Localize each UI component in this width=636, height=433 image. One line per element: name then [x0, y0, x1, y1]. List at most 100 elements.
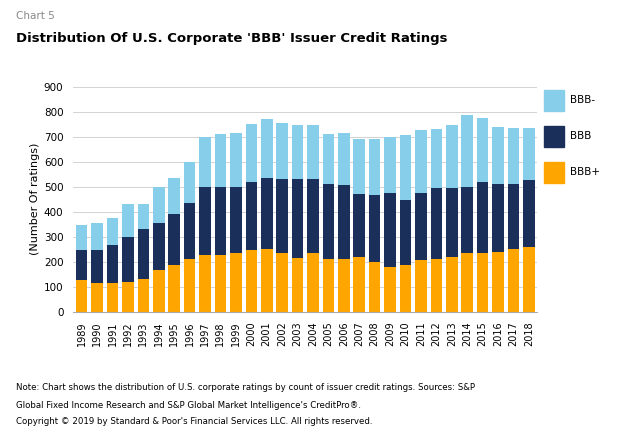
Bar — [261, 178, 272, 249]
Bar — [91, 223, 103, 250]
Bar — [292, 126, 303, 179]
Bar — [354, 139, 365, 194]
Bar — [169, 265, 180, 312]
Bar — [292, 179, 303, 258]
Text: Copyright © 2019 by Standard & Poor's Financial Services LLC. All rights reserve: Copyright © 2019 by Standard & Poor's Fi… — [16, 417, 373, 426]
Bar — [277, 123, 288, 179]
Bar — [137, 204, 149, 229]
Bar — [153, 187, 165, 223]
Bar — [322, 259, 334, 312]
Bar — [215, 134, 226, 187]
Bar — [492, 184, 504, 252]
Y-axis label: (Number Of ratings): (Number Of ratings) — [30, 143, 39, 255]
Text: BBB: BBB — [570, 131, 591, 141]
Text: Chart 5: Chart 5 — [16, 11, 55, 21]
Bar — [153, 271, 165, 312]
Bar — [431, 188, 442, 259]
Bar — [169, 178, 180, 214]
Bar — [261, 249, 272, 312]
Bar — [477, 118, 488, 182]
Bar — [215, 255, 226, 312]
Text: Distribution Of U.S. Corporate 'BBB' Issuer Credit Ratings: Distribution Of U.S. Corporate 'BBB' Iss… — [16, 32, 447, 45]
Bar — [277, 179, 288, 253]
Bar — [400, 200, 411, 265]
Bar — [544, 126, 565, 147]
Bar — [369, 195, 380, 262]
Bar — [462, 187, 473, 253]
Bar — [354, 257, 365, 312]
Bar — [245, 182, 257, 250]
Bar — [137, 229, 149, 279]
Bar — [107, 283, 118, 312]
Bar — [523, 247, 535, 312]
Bar — [230, 187, 242, 253]
Bar — [76, 250, 87, 281]
Text: BBB+: BBB+ — [570, 167, 600, 177]
Text: Note: Chart shows the distribution of U.S. corporate ratings by count of issuer : Note: Chart shows the distribution of U.… — [16, 383, 475, 392]
Bar — [122, 237, 134, 282]
Bar — [322, 184, 334, 259]
Bar — [307, 126, 319, 179]
Bar — [492, 252, 504, 312]
Bar — [446, 188, 457, 257]
Bar — [261, 119, 272, 178]
Bar — [76, 281, 87, 312]
Bar — [199, 187, 211, 255]
Bar — [245, 124, 257, 182]
Bar — [523, 128, 535, 181]
Bar — [384, 137, 396, 193]
Bar — [446, 257, 457, 312]
Bar — [292, 258, 303, 312]
Bar — [199, 137, 211, 187]
Bar — [508, 184, 520, 249]
Bar — [384, 193, 396, 267]
Bar — [199, 255, 211, 312]
Bar — [169, 214, 180, 265]
Bar — [184, 162, 195, 203]
Bar — [184, 259, 195, 312]
Bar — [384, 267, 396, 312]
Bar — [544, 162, 565, 184]
Bar — [230, 253, 242, 312]
Bar — [431, 259, 442, 312]
Bar — [400, 265, 411, 312]
Bar — [544, 90, 565, 111]
Bar — [462, 253, 473, 312]
Bar — [322, 134, 334, 184]
Bar — [338, 133, 350, 185]
Bar — [523, 181, 535, 247]
Bar — [415, 261, 427, 312]
Bar — [91, 250, 103, 283]
Bar — [477, 182, 488, 253]
Bar — [184, 203, 195, 259]
Bar — [137, 279, 149, 312]
Bar — [338, 259, 350, 312]
Bar — [369, 262, 380, 312]
Bar — [122, 204, 134, 237]
Bar — [215, 187, 226, 255]
Bar — [354, 194, 365, 257]
Bar — [307, 179, 319, 253]
Bar — [462, 115, 473, 187]
Bar — [508, 249, 520, 312]
Bar — [415, 193, 427, 261]
Bar — [107, 218, 118, 246]
Bar — [431, 129, 442, 188]
Text: BBB-: BBB- — [570, 94, 595, 105]
Bar — [477, 253, 488, 312]
Bar — [153, 223, 165, 271]
Bar — [369, 139, 380, 195]
Bar — [415, 130, 427, 193]
Bar — [508, 128, 520, 184]
Bar — [307, 253, 319, 312]
Bar — [400, 136, 411, 200]
Bar — [277, 253, 288, 312]
Bar — [76, 226, 87, 250]
Bar — [446, 126, 457, 188]
Bar — [230, 133, 242, 187]
Bar — [107, 246, 118, 283]
Bar — [338, 185, 350, 259]
Bar — [245, 250, 257, 312]
Bar — [122, 282, 134, 312]
Bar — [492, 126, 504, 184]
